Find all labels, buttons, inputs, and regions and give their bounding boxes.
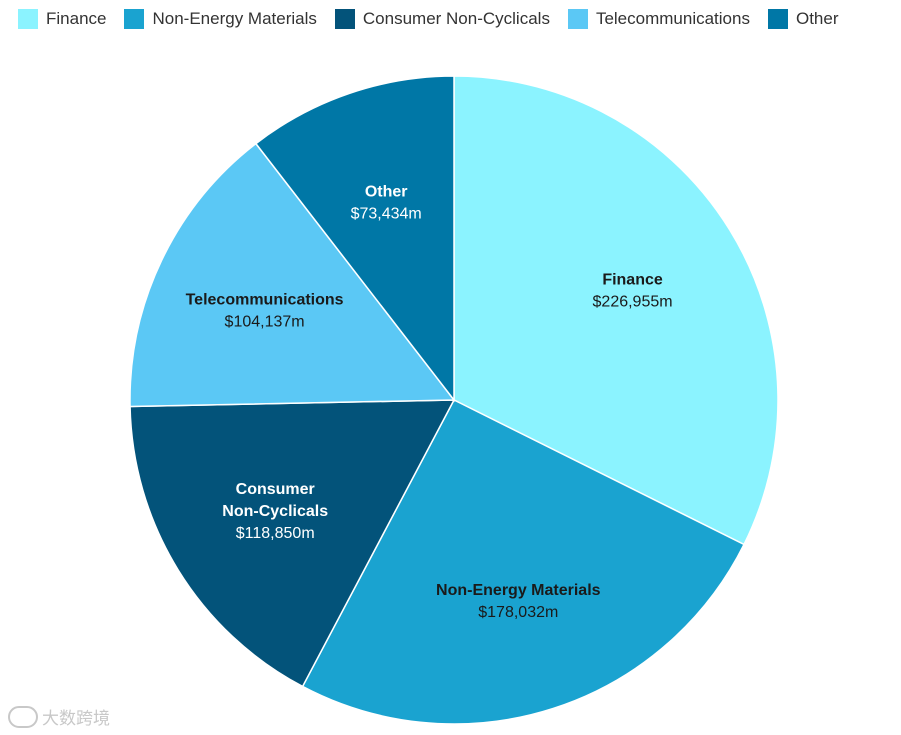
pie-label-consumer-non-cyclicals: Consumer Non-Cyclicals $118,850m (222, 481, 328, 542)
legend-item-telecommunications[interactable]: Telecommunications (567, 9, 750, 29)
chart-legend: Finance Non-Energy Materials Consumer No… (18, 8, 839, 30)
pie-label-value: $178,032m (478, 604, 558, 621)
legend-item-non-energy-materials[interactable]: Non-Energy Materials (124, 9, 317, 29)
legend-item-consumer-non-cyclicals[interactable]: Consumer Non-Cyclicals (334, 9, 550, 29)
legend-label: Consumer Non-Cyclicals (362, 9, 550, 28)
pie-label-name: Non-Cyclicals (222, 503, 328, 520)
legend-label: Non-Energy Materials (152, 9, 317, 28)
watermark: 大数跨境 (8, 704, 110, 729)
legend-item-other[interactable]: Other (767, 9, 839, 29)
pie-label-name: Consumer (236, 481, 315, 498)
pie-label-telecommunications: Telecommunications $104,137m (186, 291, 344, 330)
pie-label-name: Finance (602, 271, 663, 288)
pie-slice-telecommunications[interactable] (129, 142, 456, 408)
pie-label-finance: Finance $226,955m (593, 271, 673, 310)
legend-swatch (18, 9, 38, 29)
pie-label-other: Other $73,434m (351, 183, 422, 222)
watermark-logo-icon (8, 705, 38, 728)
pie-label-name: Other (365, 183, 408, 200)
pie-slice-other[interactable] (254, 75, 455, 403)
pie-slices (129, 75, 779, 725)
legend-label: Finance (46, 9, 107, 28)
legend-swatch (767, 9, 788, 29)
pie-label-value: $104,137m (225, 313, 305, 330)
watermark-text: 大数跨境 (42, 709, 110, 728)
pie-label-non-energy-materials: Non-Energy Materials $178,032m (436, 582, 601, 621)
pie-label-name: Non-Energy Materials (436, 582, 601, 599)
legend-swatch (567, 9, 588, 29)
pie-label-value: $73,434m (351, 205, 422, 222)
legend-swatch (334, 9, 355, 29)
pie-label-value: $226,955m (593, 293, 673, 310)
pie-label-name: Telecommunications (186, 291, 344, 308)
pie-slice-consumer-non-cyclicals[interactable] (129, 399, 456, 688)
pie-labels: Finance $226,955m Non-Energy Materials $178… (186, 183, 673, 621)
legend-item-finance[interactable]: Finance (18, 9, 106, 29)
pie-slice-non-energy-materials[interactable] (301, 399, 746, 725)
legend-label: Telecommunications (595, 9, 750, 28)
legend-swatch (124, 9, 145, 29)
pie-label-value: $118,850m (236, 525, 315, 542)
legend-label: Other (795, 9, 839, 28)
pie-slice-finance[interactable] (453, 75, 779, 546)
